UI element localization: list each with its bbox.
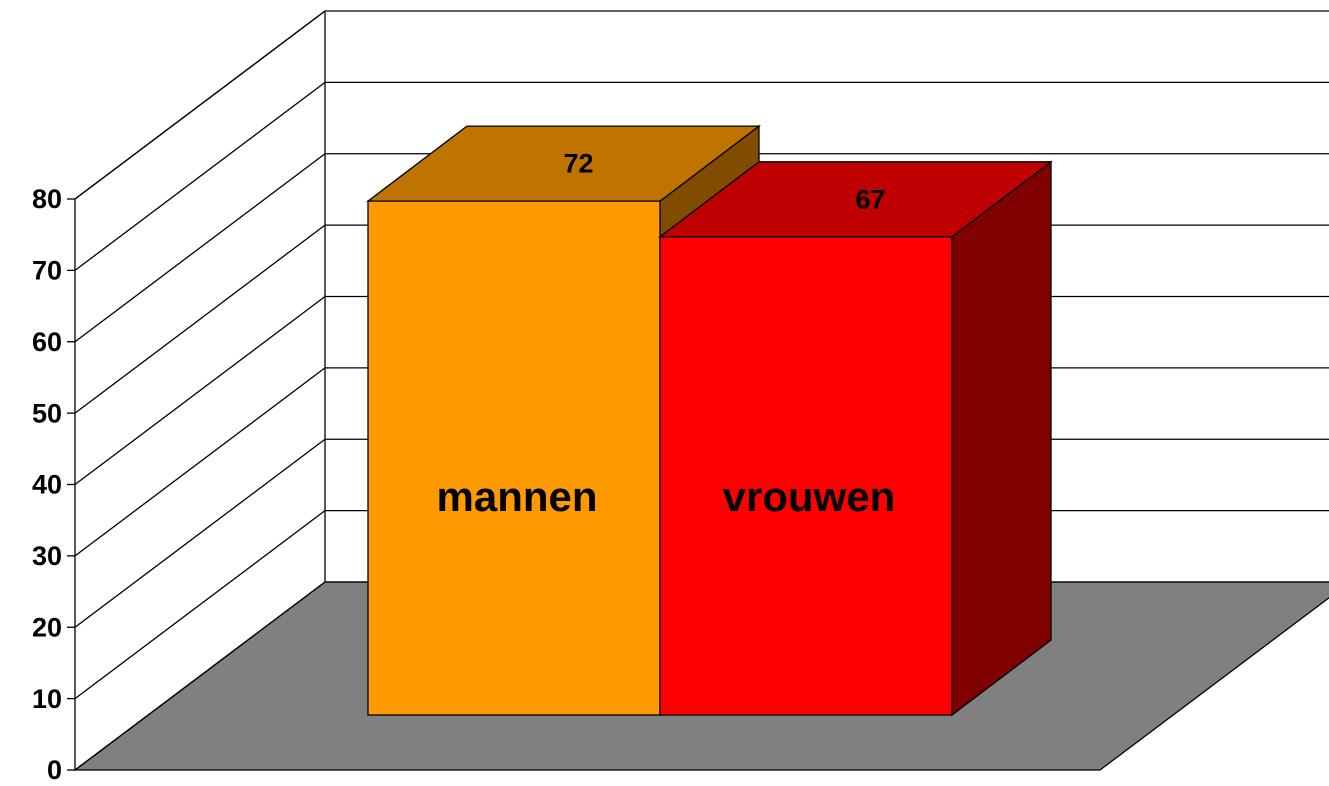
grid-line	[74, 10, 1329, 200]
value-label: 72	[563, 149, 593, 179]
grid-line	[74, 81, 1329, 271]
y-tick-label: 0	[47, 755, 62, 785]
category-label: vrouwen	[723, 473, 896, 520]
y-tick-label: 20	[32, 612, 62, 642]
y-tick-label: 10	[32, 684, 62, 714]
bar	[367, 200, 661, 716]
y-tick-label: 70	[32, 256, 62, 286]
y-tick-label: 80	[32, 184, 62, 214]
y-tick-label: 40	[32, 470, 62, 500]
category-label: mannen	[436, 473, 597, 520]
value-label: 67	[855, 184, 885, 214]
grid-line	[74, 153, 1329, 343]
y-tick-label: 60	[32, 327, 62, 357]
bar	[659, 236, 953, 716]
y-tick-label: 50	[32, 398, 62, 428]
bar-side	[951, 160, 1052, 717]
y-tick-label: 30	[32, 541, 62, 571]
